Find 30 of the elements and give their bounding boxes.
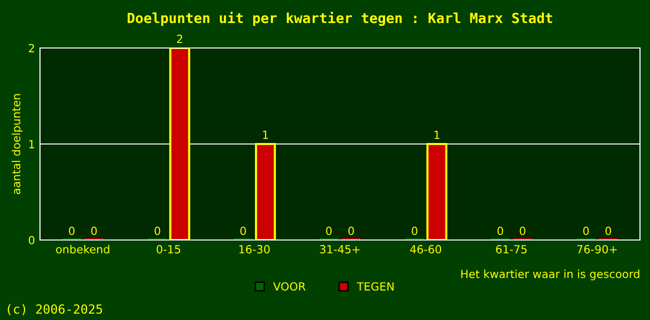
- chart-title: Doelpunten uit per kwartier tegen : Karl Marx Stadt: [128, 12, 552, 26]
- x-tick-label: 61-75: [496, 245, 527, 254]
- y-tick-label: 0: [28, 236, 34, 244]
- data-label: 0: [605, 226, 612, 236]
- x-axis-title: Het kwartier waar in is gescoord: [461, 270, 640, 280]
- y-tick-label: 2: [28, 44, 34, 52]
- data-label: 0: [348, 226, 354, 236]
- y-axis-title: aantal doelpunten: [12, 94, 23, 194]
- x-tick-label: onbekend: [56, 244, 110, 254]
- y-tick-label: 1: [29, 140, 34, 148]
- data-label: 0: [583, 226, 589, 236]
- x-tick-label: 16-30: [239, 245, 270, 254]
- data-label: 0: [91, 226, 97, 236]
- x-tick-label: 0-15: [156, 245, 180, 254]
- legend-label: VOOR: [273, 282, 306, 291]
- x-tick-label: 46-60: [410, 245, 442, 254]
- data-label: 0: [412, 226, 418, 236]
- data-label: 1: [263, 130, 268, 139]
- data-label: 0: [240, 226, 246, 236]
- text: (c) 2006-2025: [8, 304, 102, 316]
- x-tick-label: 31-45+: [320, 245, 360, 254]
- data-label: 0: [520, 226, 526, 236]
- legend-label: TEGEN: [356, 282, 394, 291]
- data-label: 0: [326, 226, 332, 236]
- data-label: 0: [497, 226, 504, 236]
- data-label: 2: [176, 34, 182, 43]
- data-label: 1: [434, 130, 440, 139]
- x-tick-label: 76-90+: [577, 245, 617, 254]
- data-label: 0: [68, 226, 75, 236]
- data-label: 0: [154, 226, 160, 236]
